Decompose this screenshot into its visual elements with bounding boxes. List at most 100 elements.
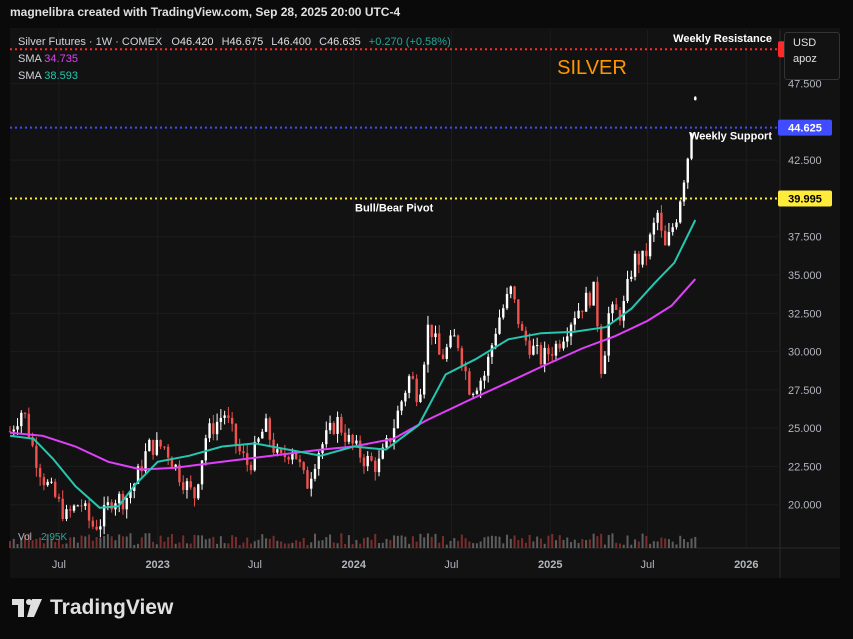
candle-body	[16, 426, 19, 430]
volume-bar	[637, 541, 640, 548]
volume-bar	[283, 543, 286, 548]
volume-bar	[649, 543, 652, 548]
candle-body	[603, 355, 607, 374]
volume-bar	[125, 536, 128, 548]
candle-body	[464, 366, 467, 372]
candle-body	[182, 482, 185, 491]
volume-bar	[137, 543, 140, 548]
candle-body	[317, 453, 320, 469]
volume-bar	[329, 534, 332, 548]
candle-body	[204, 438, 207, 461]
volume-bar	[434, 533, 437, 548]
price-tick-label: 37.500	[788, 232, 822, 244]
volume-bar	[76, 542, 79, 548]
volume-bar	[521, 538, 524, 548]
volume-bar	[148, 533, 151, 548]
candle-body	[332, 422, 336, 434]
candle-body	[599, 326, 603, 374]
volume-bar	[340, 533, 343, 548]
volume-bar	[298, 541, 301, 548]
volume-bar	[61, 544, 64, 548]
volume-bar	[468, 541, 471, 548]
candle-body	[377, 458, 381, 473]
volume-bar	[393, 535, 396, 548]
volume-bar	[212, 536, 215, 548]
time-tick-label: 2023	[145, 559, 169, 571]
candle-body	[547, 347, 550, 355]
candle-body	[618, 309, 622, 321]
candle-body	[652, 222, 656, 235]
volume-bar	[12, 538, 15, 548]
legend-sma-slow[interactable]: SMA 34.735	[18, 51, 451, 68]
volume-bar	[667, 539, 670, 548]
candle-body	[690, 133, 693, 159]
volume-bar	[114, 540, 117, 548]
sma-slow-value: 34.735	[44, 53, 78, 65]
volume-bar	[675, 544, 678, 548]
candle-body	[117, 493, 121, 504]
price-tick-label: 35.000	[788, 270, 822, 282]
sma-fast-value: 38.593	[44, 70, 78, 82]
volume-bar	[694, 536, 697, 548]
candle-body	[415, 378, 418, 402]
volume-bar	[475, 543, 478, 548]
volume-bar	[249, 543, 252, 548]
currency-selector[interactable]: USD apoz	[784, 32, 840, 80]
candle-body	[178, 464, 181, 483]
volume-bar	[408, 543, 411, 548]
volume-bar	[313, 533, 316, 548]
candle-body	[581, 310, 584, 312]
candle-body	[543, 347, 546, 365]
candle-body	[20, 412, 23, 427]
candle-body	[615, 304, 618, 310]
volume-bar	[445, 544, 448, 548]
candle-body	[65, 509, 68, 520]
volume-bar	[24, 534, 27, 548]
candle-body	[223, 415, 226, 418]
price-tick-label: 27.500	[788, 385, 822, 397]
volume-bar	[321, 540, 324, 548]
volume-bar	[618, 543, 621, 548]
candle-body	[468, 371, 471, 395]
volume-bar	[167, 537, 170, 548]
volume-bar	[585, 540, 588, 548]
volume-bar	[645, 535, 648, 548]
volume-bar	[355, 539, 358, 548]
volume-bar	[106, 534, 109, 548]
chart-attribution: magnelibra created with TradingView.com,…	[10, 5, 401, 19]
candle-body	[434, 333, 437, 338]
candle-body	[656, 212, 659, 223]
candle-body	[328, 422, 332, 431]
legend-sma-fast[interactable]: SMA 38.593	[18, 68, 451, 85]
volume-bar	[506, 534, 509, 548]
volume-bar	[378, 542, 381, 548]
candle-body	[438, 333, 441, 355]
tradingview-logo-icon	[12, 599, 42, 617]
volume-bar	[193, 534, 196, 548]
volume-bar	[231, 535, 234, 548]
legend-high: 46.675	[229, 36, 264, 48]
volume-bar	[641, 533, 644, 548]
volume-bar	[600, 533, 603, 548]
candle-body	[622, 301, 625, 321]
volume-bar	[65, 543, 68, 548]
candle-body	[230, 417, 234, 424]
level-label: Weekly Support	[689, 131, 772, 143]
volume-bar	[615, 542, 618, 548]
candle-body	[87, 503, 91, 521]
volume-bar	[57, 539, 60, 548]
candle-body	[46, 481, 49, 486]
candle-body	[562, 341, 565, 349]
volume-bar	[208, 538, 211, 548]
candle-body	[227, 415, 230, 418]
volume-bar	[682, 539, 685, 548]
time-tick-label: Jul	[444, 559, 458, 571]
candle-body	[660, 212, 663, 231]
tradingview-logo[interactable]: TradingView	[12, 596, 173, 620]
candle-body	[347, 434, 351, 442]
candle-body	[426, 324, 430, 365]
legend-symbol[interactable]: Silver Futures · 1W · COMEX	[18, 36, 163, 48]
candle-body	[528, 340, 531, 355]
candle-body	[471, 393, 475, 395]
